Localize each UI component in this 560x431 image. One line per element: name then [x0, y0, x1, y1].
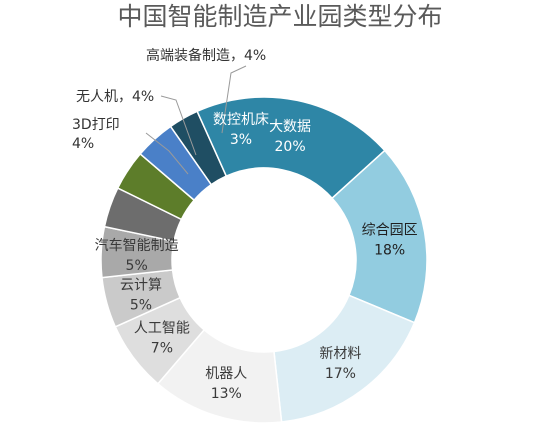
slice-value-label: 3%	[230, 132, 252, 148]
outside-label: 无人机，4%	[76, 89, 154, 105]
slices-layer	[100, 96, 428, 424]
slice-name-label: 数控机床	[213, 112, 269, 128]
slice-value-label: 5%	[126, 258, 148, 274]
slice-value-label: 7%	[151, 340, 173, 356]
slice-value-label: 18%	[374, 242, 405, 258]
slice-value-label: 17%	[325, 366, 356, 382]
leader-line	[145, 132, 189, 175]
slice-name-label: 人工智能	[134, 320, 190, 336]
outside-value-label: 4%	[72, 136, 94, 152]
slice-name-label: 大数据	[269, 119, 311, 135]
slice-name-label: 综合园区	[362, 222, 418, 238]
slice-name-label: 汽车智能制造	[95, 237, 179, 254]
chart-title: 中国智能制造产业园类型分布	[117, 2, 442, 31]
leader-line	[221, 65, 247, 134]
slice-name-label: 机器人	[205, 366, 247, 382]
slice-name-label: 云计算	[120, 277, 162, 293]
leader-line	[160, 95, 197, 156]
outside-label: 高端装备制造，4%	[146, 47, 266, 64]
labels-layer: 数控机床 3% 大数据 20% 综合园区 18% 新材料 17% 机器人 13% 人工智能 7% 云计算…	[72, 47, 418, 402]
donut-slice-2	[196, 96, 386, 200]
slice-name-label: 新材料	[319, 346, 361, 362]
slice-value-label: 13%	[211, 386, 242, 402]
slice-value-label: 20%	[275, 139, 306, 155]
slice-value-label: 5%	[130, 297, 152, 313]
leader-lines-layer	[145, 65, 247, 175]
outside-name-label: 3D打印	[72, 116, 120, 133]
donut-slice-11	[139, 125, 213, 202]
